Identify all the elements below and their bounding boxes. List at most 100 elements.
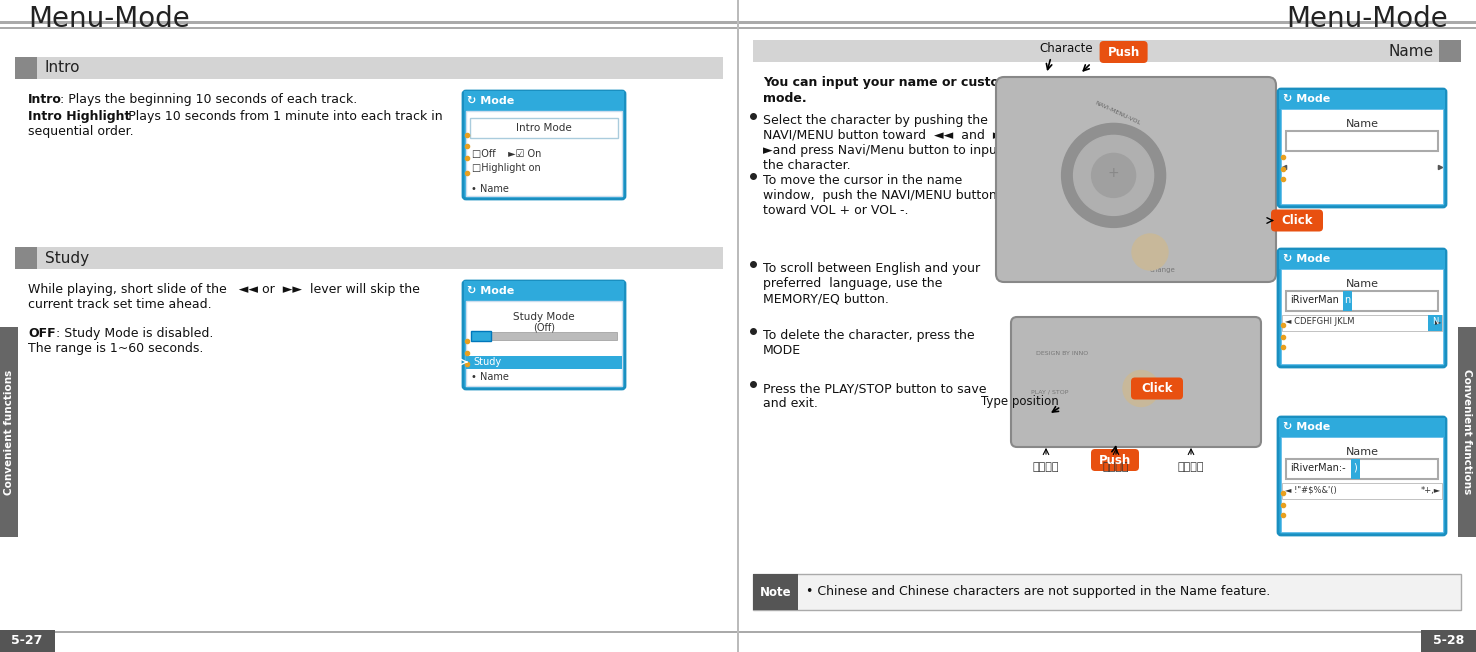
Text: Note: Note [760,585,791,599]
Bar [738,630,1476,652]
Text: To delete the character, press the
MODE: To delete the character, press the MODE [763,329,974,357]
Text: +: + [1108,166,1119,181]
Text: • Name: • Name [471,372,509,382]
Text: (Off): (Off) [533,323,555,333]
Text: N: N [1432,318,1438,327]
Text: DESIGN BY INNO: DESIGN BY INNO [1036,351,1088,356]
Bar [737,0,739,652]
Text: You can input your name or custom text displayed at th stop: You can input your name or custom text d… [763,76,1190,89]
Bar [1351,459,1359,479]
Bar [1439,40,1461,62]
Text: Study Mode: Study Mode [514,312,574,322]
Bar [0,0,738,652]
Bar [1286,131,1438,151]
FancyBboxPatch shape [463,281,624,389]
Circle shape [1132,234,1168,270]
Text: Characte: Characte [1039,42,1092,55]
Text: ↻ Mode: ↻ Mode [1283,254,1330,264]
Text: Click: Click [1141,382,1173,395]
Text: change: change [1150,267,1176,273]
FancyBboxPatch shape [1278,417,1446,535]
Text: Push: Push [1098,454,1131,466]
Text: : Plays 10 seconds from 1 minute into each track in: : Plays 10 seconds from 1 minute into ea… [117,110,443,123]
Text: While playing, short slide of the   ◄◄ or  ►►  lever will skip the: While playing, short slide of the ◄◄ or … [28,283,419,296]
Text: 5-27: 5-27 [12,634,43,647]
Text: Intro: Intro [44,61,81,76]
Bar [1283,315,1442,331]
Bar [466,356,621,369]
Bar [1343,291,1352,311]
Text: Select the character by pushing the
NAVI/MENU button toward  ◄◄  and  ►
►and pre: Select the character by pushing the NAVI… [763,114,1002,172]
Text: Type position: Type position [982,395,1058,408]
FancyBboxPatch shape [463,91,624,199]
Text: To move the cursor in the name
window,  push the NAVI/MENU button
toward VOL + o: To move the cursor in the name window, p… [763,174,996,217]
Bar [15,247,723,269]
Text: ►: ► [1435,318,1441,327]
Bar [466,301,621,386]
Circle shape [1123,370,1159,406]
Text: Intro: Intro [28,93,62,106]
Text: Name: Name [1389,44,1435,59]
Text: ↻ Mode: ↻ Mode [466,286,514,296]
Bar [469,118,618,138]
Bar [1286,459,1438,479]
Text: To scroll between English and your
preferred  language, use the
MEMORY/EQ button: To scroll between English and your prefe… [763,262,980,305]
Bar [1281,437,1444,532]
Bar [0,27,738,29]
Bar [15,57,37,79]
Bar [1280,418,1445,437]
Text: ↻ Mode: ↻ Mode [466,96,514,106]
Bar [0,327,18,537]
Bar [1281,269,1444,364]
Text: Intro Mode: Intro Mode [517,123,571,133]
Bar [0,630,55,652]
Text: current track set time ahead.: current track set time ahead. [28,298,211,311]
Text: • Name: • Name [471,184,509,194]
Text: Study: Study [472,357,502,367]
Text: OFF: OFF [28,327,56,340]
Text: □Off    ►☑ On: □Off ►☑ On [472,149,542,159]
Text: Name: Name [1346,119,1379,129]
Text: Push: Push [1107,46,1139,59]
FancyBboxPatch shape [1131,378,1182,400]
Bar [738,21,1476,24]
Text: Name: Name [1346,447,1379,457]
Text: ◄ CDEFGHI JKLM: ◄ CDEFGHI JKLM [1286,318,1355,327]
Text: 5-28: 5-28 [1433,634,1464,647]
Bar [738,0,1476,652]
Text: Convenient functions: Convenient functions [4,370,13,495]
FancyBboxPatch shape [1100,41,1148,63]
Bar [1427,315,1442,331]
Text: Menu-Mode: Menu-Mode [1286,5,1448,33]
Bar [738,27,1476,29]
Bar [753,574,799,610]
Bar [753,40,1461,62]
FancyBboxPatch shape [1011,317,1261,447]
Bar [1283,483,1442,499]
Text: Click: Click [1281,214,1312,227]
Text: 문자삭제: 문자삭제 [1178,462,1204,472]
Text: NAVI-MENU-VOL: NAVI-MENU-VOL [1094,100,1141,126]
Bar [0,631,738,633]
Bar [15,57,723,79]
FancyBboxPatch shape [1091,449,1139,471]
Text: Enter: Enter [1289,149,1320,162]
Bar [471,332,617,340]
Bar [463,281,624,301]
Text: □Highlight on: □Highlight on [472,163,540,173]
Bar [1280,90,1445,109]
Text: PLAY / STOP: PLAY / STOP [1032,390,1069,395]
Bar [738,631,1476,633]
Text: n: n [1343,295,1351,305]
Text: *+,►: *+,► [1421,486,1441,494]
FancyBboxPatch shape [1271,209,1322,231]
Text: The range is 1~60 seconds.: The range is 1~60 seconds. [28,342,204,355]
Bar [463,91,624,111]
Text: sequential order.: sequential order. [28,125,134,138]
Bar [471,331,492,341]
Circle shape [1092,153,1135,198]
Text: iRiverMan:-: iRiverMan:- [1290,463,1346,473]
Bar [753,574,1461,610]
Circle shape [1061,123,1166,228]
Bar [1281,109,1444,204]
